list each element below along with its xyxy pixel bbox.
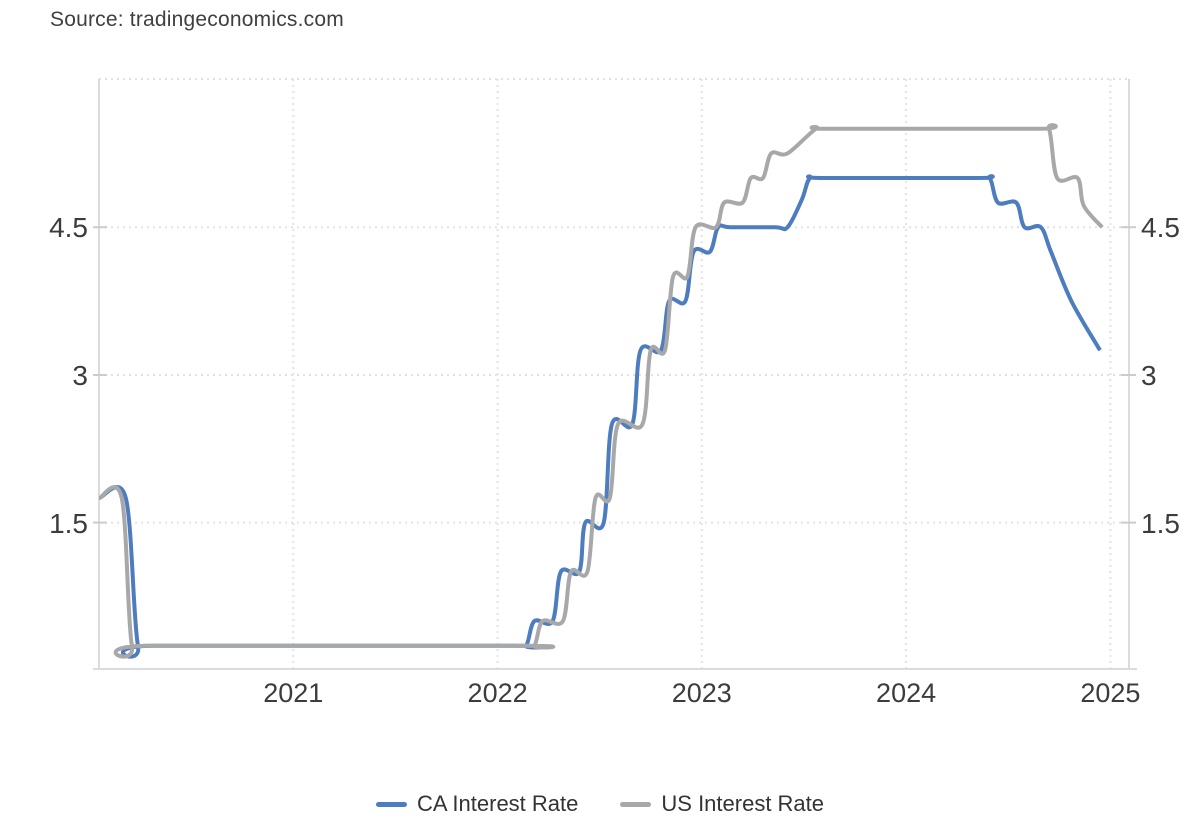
source-attribution: Source: tradingeconomics.com <box>50 8 344 31</box>
chart-legend: CA Interest Rate US Interest Rate <box>0 789 1200 819</box>
legend-item-ca[interactable]: CA Interest Rate <box>375 791 579 817</box>
us-legend-swatch <box>620 801 652 807</box>
us-legend-label: US Interest Rate <box>661 791 825 816</box>
x-axis-label-2024: 2024 <box>876 678 936 708</box>
y-axis-label-right-3: 3 <box>1141 360 1157 391</box>
ca-legend-swatch <box>375 801 407 807</box>
gridlines <box>99 78 1129 669</box>
x-axis-label-2023: 2023 <box>672 678 732 708</box>
y-axis-label-right-4_5: 4.5 <box>1141 212 1180 243</box>
axis-ticks <box>93 226 1136 524</box>
y-axis-label-left-1_5: 1.5 <box>49 508 88 539</box>
ca-interest-rate-line[interactable] <box>98 174 1102 659</box>
y-axis-label-left-4_5: 4.5 <box>49 212 88 243</box>
y-axis-label-right-1_5: 1.5 <box>1141 508 1180 539</box>
ca-legend-label: CA Interest Rate <box>416 791 579 816</box>
y-axis-label-left-3: 3 <box>72 360 88 391</box>
us-interest-rate-line[interactable] <box>98 123 1104 659</box>
x-axis-label-2025: 2025 <box>1080 678 1140 708</box>
legend-item-us[interactable]: US Interest Rate <box>620 791 824 817</box>
x-axis-label-2021: 2021 <box>263 678 323 708</box>
x-axis-label-2022: 2022 <box>468 678 528 708</box>
